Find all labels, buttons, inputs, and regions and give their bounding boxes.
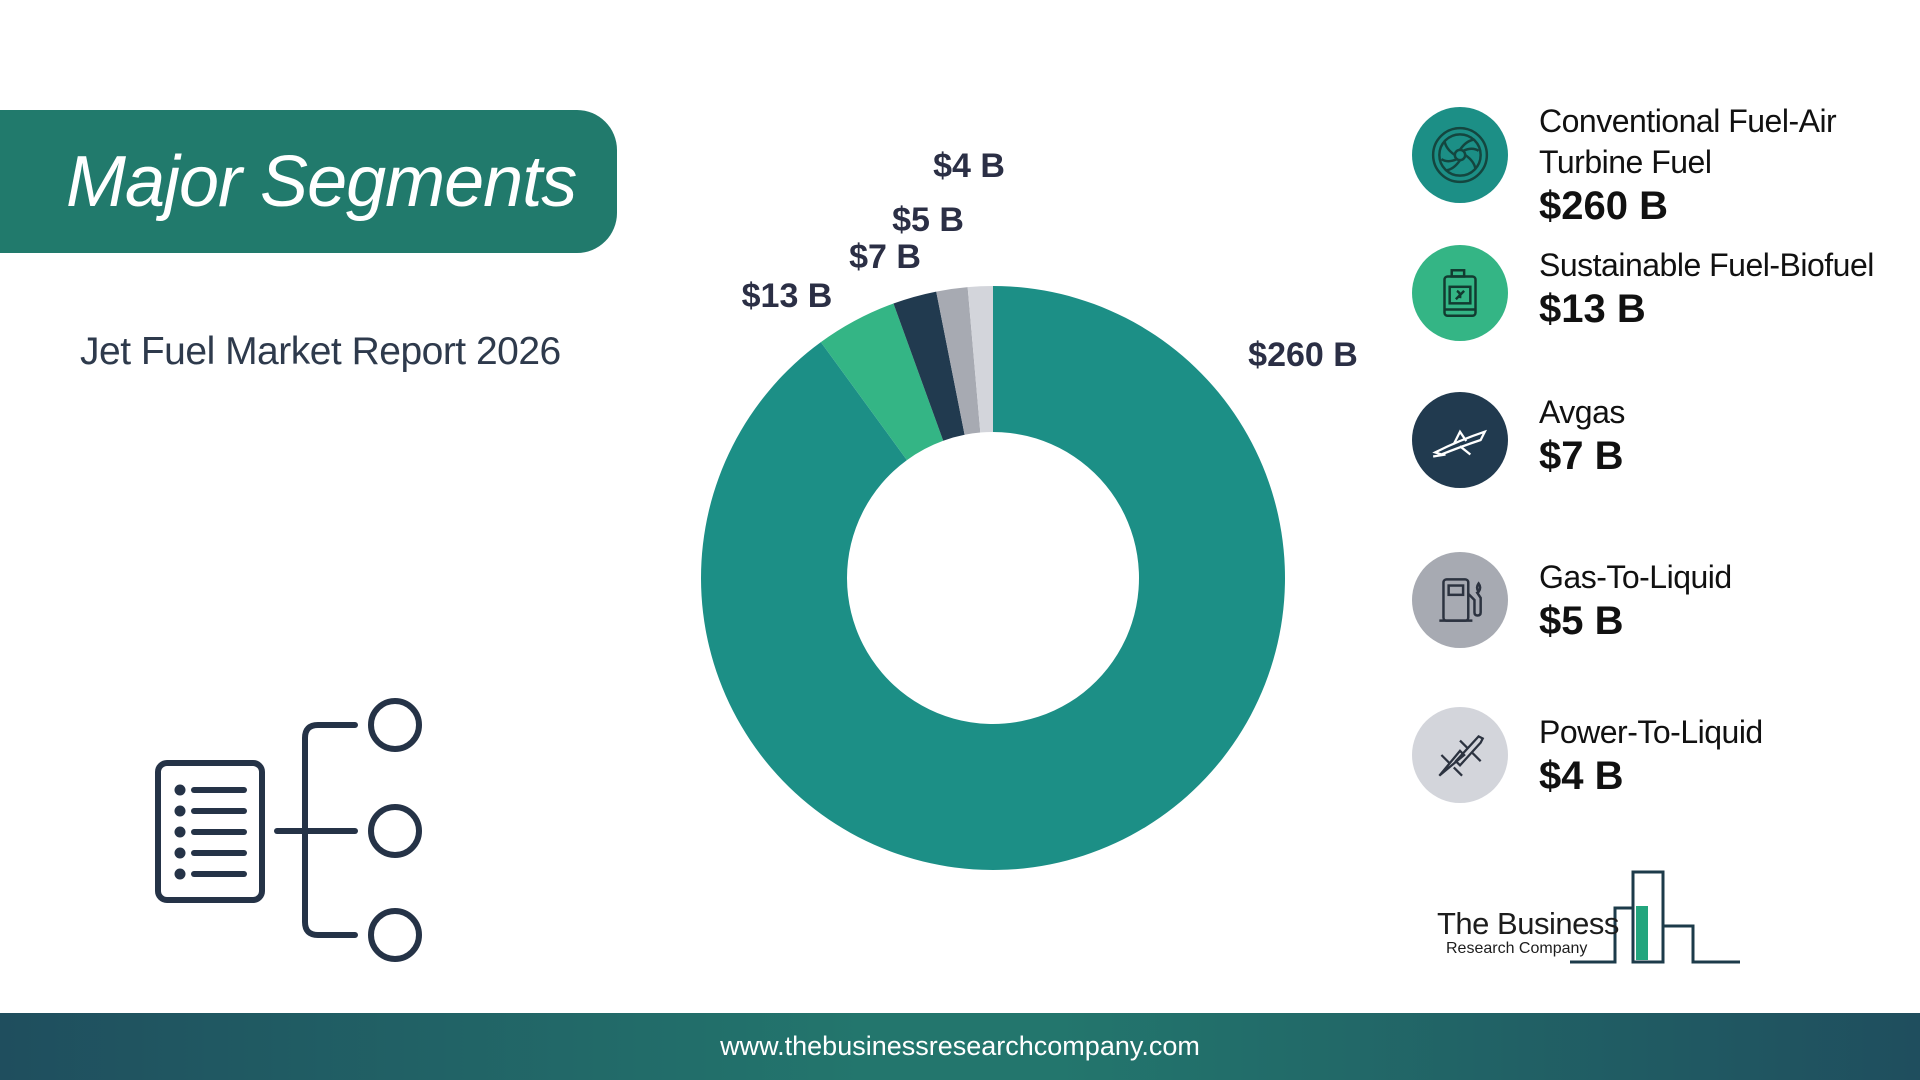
legend-value: $13 B <box>1539 287 1646 331</box>
report-subtitle: Jet Fuel Market Report 2026 <box>80 330 561 373</box>
legend-value: $5 B <box>1539 599 1624 643</box>
legend-text: Conventional Fuel-Air Turbine Fuel $260 … <box>1539 101 1912 229</box>
logo-name: The Business <box>1437 906 1619 941</box>
data-label: $260 B <box>1248 336 1358 374</box>
donut-slice <box>893 291 965 441</box>
footer-url[interactable]: www.thebusinessresearchcompany.com <box>720 1031 1200 1061</box>
data-label: $13 B <box>742 277 833 315</box>
data-label: $7 B <box>849 238 921 276</box>
company-logo: The Business Research Company <box>1430 866 1750 966</box>
legend-label: Avgas <box>1539 394 1625 430</box>
data-label: $4 B <box>933 147 1005 185</box>
turbine-icon <box>1412 107 1508 203</box>
fuel-pump-icon <box>1412 552 1508 648</box>
legend-text: Sustainable Fuel-Biofuel $13 B <box>1539 245 1874 332</box>
data-label: $5 B <box>892 201 964 239</box>
donut-slice <box>967 286 993 433</box>
legend-value: $7 B <box>1539 434 1624 478</box>
footer: www.thebusinessresearchcompany.com <box>0 1013 1920 1080</box>
logo-bars-icon <box>1570 870 1740 964</box>
legend-text: Gas-To-Liquid $5 B <box>1539 557 1732 644</box>
donut-slice <box>701 286 1286 870</box>
legend-label: Power-To-Liquid <box>1539 714 1763 750</box>
donut-slice <box>820 303 944 461</box>
segments-tree-icon <box>155 698 422 962</box>
legend-text: Power-To-Liquid $4 B <box>1539 712 1763 799</box>
legend-label: Gas-To-Liquid <box>1539 559 1732 595</box>
legend-value: $4 B <box>1539 754 1624 798</box>
legend-label: Conventional Fuel-Air Turbine Fuel <box>1539 103 1837 180</box>
legend-value: $260 B <box>1539 184 1668 228</box>
donut-slice <box>936 287 981 435</box>
logo-subtitle: Research Company <box>1446 940 1588 957</box>
fighter-jets-icon <box>1412 707 1508 803</box>
legend-label: Sustainable Fuel-Biofuel <box>1539 247 1874 283</box>
page-title: Major Segments <box>66 141 577 222</box>
legend-text: Avgas $7 B <box>1539 392 1625 479</box>
title-banner: Major Segments <box>0 110 617 253</box>
jet-icon <box>1412 392 1508 488</box>
fuel-can-icon <box>1412 245 1508 341</box>
